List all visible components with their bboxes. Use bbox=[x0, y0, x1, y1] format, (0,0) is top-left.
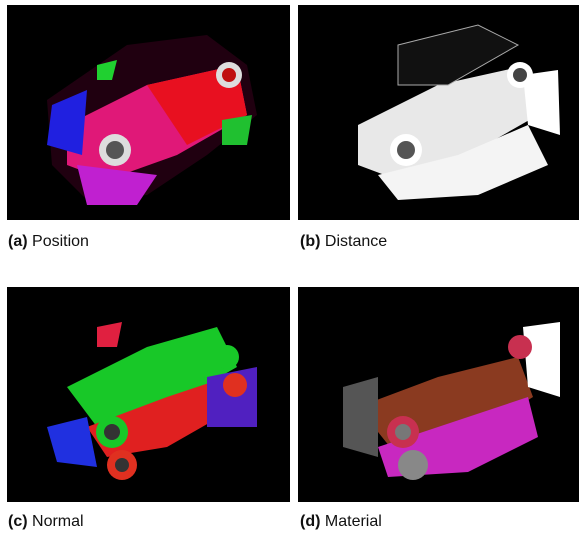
caption: (b) Distance bbox=[300, 233, 387, 251]
caption: (c) Normal bbox=[8, 513, 84, 531]
normal-image bbox=[7, 287, 290, 502]
caption-text: Position bbox=[32, 233, 89, 250]
caption-text: Distance bbox=[325, 233, 387, 250]
caption-text: Normal bbox=[32, 513, 84, 530]
figure: {"panels": [ {"label": "(a)", "caption":… bbox=[0, 0, 579, 536]
caption-label: (a) bbox=[8, 233, 28, 250]
caption: (a) Position bbox=[8, 233, 89, 251]
caption-label: (c) bbox=[8, 513, 28, 530]
caption-label: (b) bbox=[300, 233, 320, 250]
caption-label: (d) bbox=[300, 513, 320, 530]
distance-image bbox=[298, 5, 579, 220]
material-image bbox=[298, 287, 579, 502]
caption-text: Material bbox=[325, 513, 382, 530]
position-image bbox=[7, 5, 290, 220]
caption: (d) Material bbox=[300, 513, 382, 531]
